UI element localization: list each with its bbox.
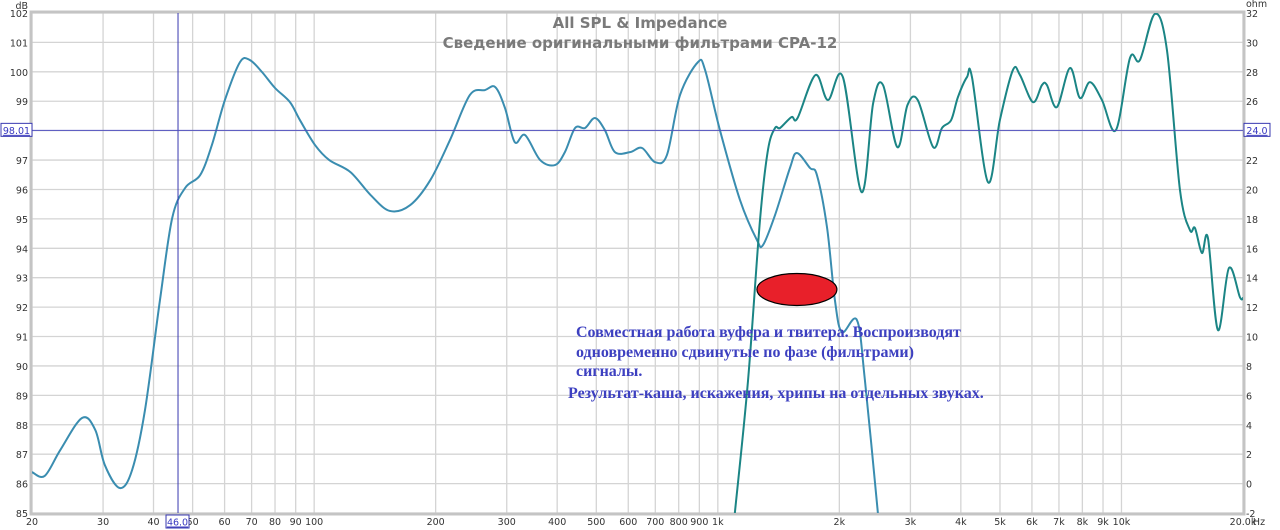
tick-labels: 20 30 40 50 60 70 80 90 100 200 300 400 500 600 700 800…	[10, 0, 1267, 528]
y-right-tick-label: 30	[1246, 38, 1258, 49]
x-tick-label: 200	[427, 517, 445, 528]
cursor-frequency-readout: 46.0	[167, 518, 188, 529]
y-right-tick-label: 14	[1246, 274, 1258, 285]
y-right-tick-label: 12	[1246, 303, 1258, 314]
x-tick-label: 400	[548, 517, 566, 528]
y-right-tick-label: 4	[1246, 421, 1252, 432]
x-tick-label: 20.0k	[1230, 517, 1257, 528]
y-right-tick-label: 28	[1246, 68, 1258, 79]
x-tick-label: 70	[246, 517, 258, 528]
y-right-tick-label: 32	[1246, 9, 1258, 20]
cursor-dB-readout-box	[0, 122, 33, 137]
x-tick-label: 60	[219, 517, 231, 528]
y-left-tick-label: 102	[10, 9, 28, 20]
y-right-unit-label: ohm	[1246, 0, 1267, 10]
x-tick-label: 9k	[1097, 517, 1109, 528]
x-tick-label: 700	[646, 517, 664, 528]
x-tick-label: 2k	[834, 517, 846, 528]
y-right-tick-label: 10	[1246, 333, 1258, 344]
cursor-ohm-readout-box	[1243, 122, 1271, 137]
x-tick-label: 800	[670, 517, 688, 528]
y-right-tick-label: 16	[1246, 244, 1258, 255]
y-left-tick-label: 95	[16, 215, 28, 226]
y-left-unit-label: dB	[15, 1, 28, 12]
x-tick-label: 500	[587, 517, 605, 528]
x-tick-label: 80	[269, 517, 281, 528]
y-left-tick-label: 101	[10, 38, 28, 49]
y-right-tick-label: 26	[1246, 97, 1258, 108]
x-tick-label: 300	[498, 517, 516, 528]
y-left-tick-label: 99	[16, 97, 28, 108]
annotation-conclusion: Результат-каша, искажения, хрипы на отде…	[568, 385, 984, 402]
y-left-tick-label: 96	[16, 185, 28, 196]
y-right-tick-label: 2	[1246, 450, 1252, 461]
x-tick-label: 600	[619, 517, 637, 528]
x-unit-label: Hz	[1253, 517, 1265, 528]
y-left-tick-label: 93	[16, 274, 28, 285]
x-tick-label: 6k	[1026, 517, 1038, 528]
series-line-2	[733, 13, 1243, 513]
y-left-tick-label: 91	[16, 333, 28, 344]
x-tick-label: 4k	[955, 517, 967, 528]
y-right-tick-label: 20	[1246, 185, 1258, 196]
x-tick-label: 30	[97, 517, 109, 528]
x-tick-label: 1k	[712, 517, 724, 528]
x-tick-label: 3k	[905, 517, 917, 528]
y-left-tick-label: 90	[16, 362, 28, 373]
cursor-frequency-readout-box	[165, 514, 190, 529]
y-left-tick-label: 86	[16, 480, 28, 491]
y-left-tick-label: 89	[16, 391, 28, 402]
y-left-tick-label: 100	[10, 68, 28, 79]
red-highlight-marker	[756, 272, 838, 307]
y-right-tick-label: 18	[1246, 215, 1258, 226]
x-tick-label: 40	[147, 517, 159, 528]
y-right-tick-label: 22	[1246, 156, 1258, 167]
y-left-tick-label: 97	[16, 156, 28, 167]
chart-title: All SPL & Impedance	[553, 14, 728, 32]
y-right-tick-label: 8	[1246, 362, 1252, 373]
x-tick-label: 10k	[1113, 517, 1131, 528]
y-left-tick-label: 85	[16, 509, 28, 520]
x-tick-label: 7k	[1053, 517, 1065, 528]
cursor-dB-readout: 98.01	[3, 126, 30, 137]
x-tick-label: 900	[690, 517, 708, 528]
annotation-line-1: Совместная работа вуфера и твитера. Восп…	[576, 324, 961, 341]
cursor[interactable]: 98.01 24.0 46.0	[0, 13, 1271, 529]
x-tick-label: 5k	[994, 517, 1006, 528]
chart-subtitle: Сведение оригинальными фильтрами CPA-12	[443, 34, 838, 52]
grid	[29, 10, 1246, 516]
y-right-tick-label: 0	[1246, 480, 1252, 491]
y-right-tick-label: -2	[1246, 509, 1255, 520]
cursor-ohm-readout: 24.0	[1246, 126, 1267, 137]
x-tick-label: 20	[26, 517, 38, 528]
y-left-tick-label: 88	[16, 421, 28, 432]
y-left-tick-label: 94	[16, 244, 28, 255]
y-left-tick-label: 87	[16, 450, 28, 461]
x-tick-label: 8k	[1077, 517, 1089, 528]
annotation-line-3: сигналы.	[576, 363, 643, 380]
plot-frame	[29, 10, 1246, 516]
x-tick-label: 90	[290, 517, 302, 528]
annotation-line-2: одновременно сдвинутые по фазе (фильтрам…	[576, 344, 914, 361]
x-tick-label: 50	[187, 517, 199, 528]
curves	[32, 13, 1243, 513]
y-left-tick-label: 92	[16, 303, 28, 314]
x-tick-label: 100	[305, 517, 323, 528]
y-right-tick-label: 6	[1246, 391, 1252, 402]
series-line-1	[32, 56, 879, 513]
